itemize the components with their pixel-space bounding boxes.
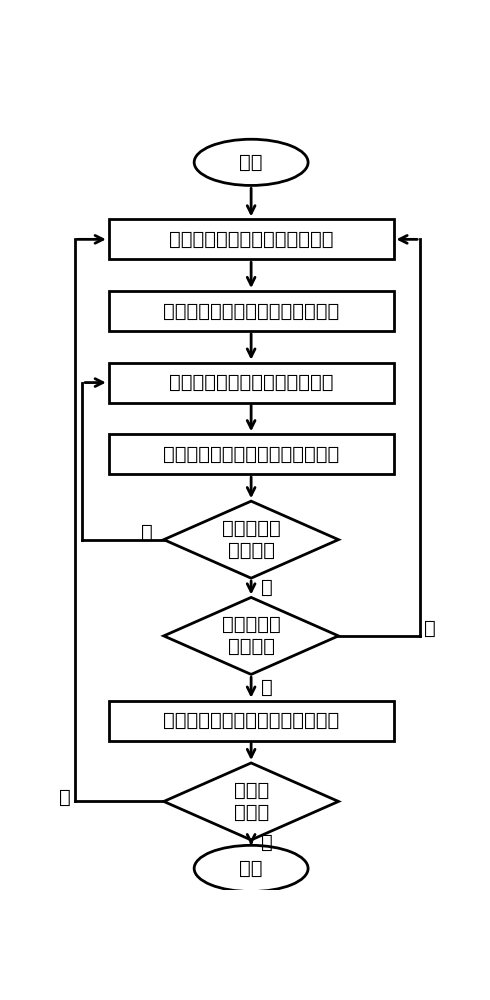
- Bar: [109, 701, 393, 741]
- Text: 执行图像后处理系统，解耦应力波: 执行图像后处理系统，解耦应力波: [163, 711, 339, 730]
- Ellipse shape: [194, 845, 308, 892]
- Bar: [109, 291, 393, 331]
- Text: 是: 是: [141, 522, 152, 541]
- Text: 组合航行体工件，固定于水洞中: 组合航行体工件，固定于水洞中: [169, 230, 333, 249]
- Text: 否: 否: [261, 678, 272, 697]
- Polygon shape: [164, 597, 339, 674]
- Polygon shape: [164, 763, 339, 840]
- Ellipse shape: [194, 139, 308, 185]
- Text: 开启实验光源，调整光学元件工况: 开启实验光源，调整光学元件工况: [163, 301, 339, 320]
- Text: 否: 否: [59, 788, 71, 807]
- Text: 研究光弹材
料的影响: 研究光弹材 料的影响: [222, 615, 280, 656]
- Text: 开始: 开始: [240, 153, 263, 172]
- Text: 否: 否: [261, 578, 272, 597]
- Text: 是: 是: [424, 619, 436, 638]
- Bar: [109, 219, 393, 259]
- Text: 结束: 结束: [240, 859, 263, 878]
- Text: 研究流动参
数的影响: 研究流动参 数的影响: [222, 519, 280, 560]
- Text: 是: 是: [261, 833, 272, 852]
- Bar: [109, 434, 393, 474]
- Text: 设置水洞的水流初速度和空化数: 设置水洞的水流初速度和空化数: [169, 373, 333, 392]
- Polygon shape: [164, 501, 339, 578]
- Bar: [109, 363, 393, 403]
- Text: 触发同步系统，记录等距明暗条纹: 触发同步系统，记录等距明暗条纹: [163, 445, 339, 464]
- Text: 满足实
验要求: 满足实 验要求: [234, 781, 269, 822]
